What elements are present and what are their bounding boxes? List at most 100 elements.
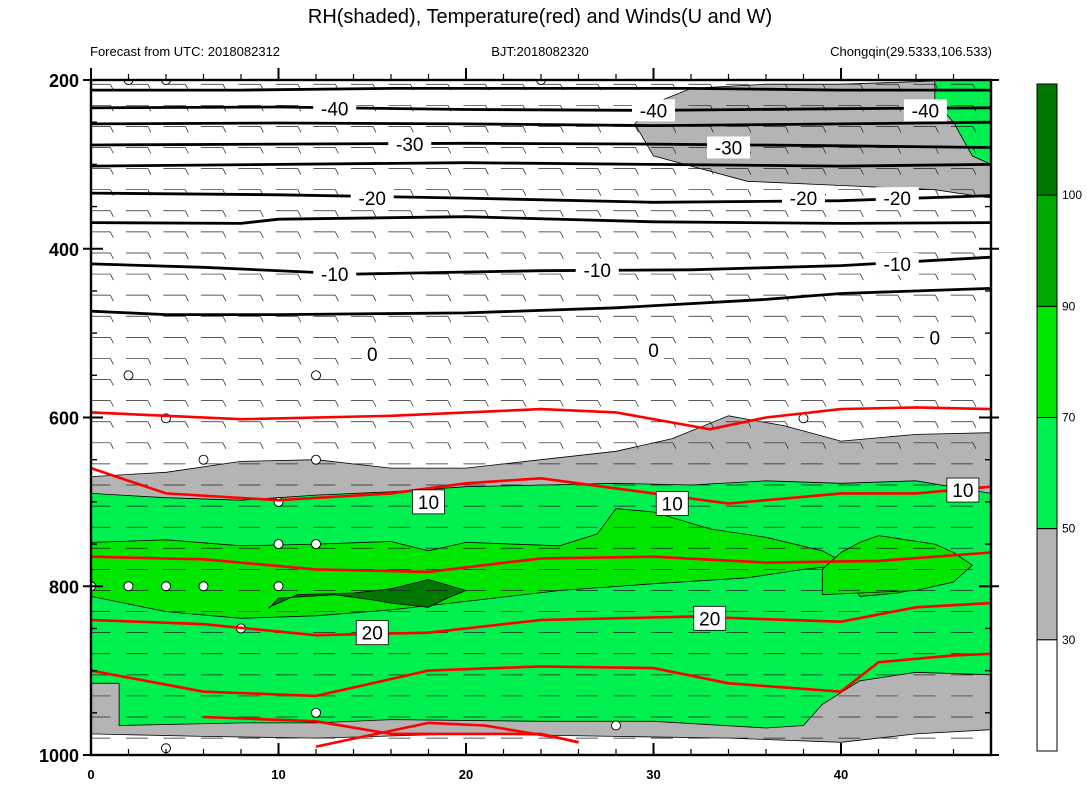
- wind-barb-flag: [185, 294, 189, 302]
- wind-barb-flag: [335, 168, 339, 175]
- wind-barb-flag: [335, 358, 339, 365]
- wind-barb-flag: [935, 147, 939, 154]
- wind-barb-flag: [410, 126, 414, 133]
- wind-barb-flag: [935, 379, 939, 386]
- cold-contour-label: -30: [715, 139, 742, 160]
- wind-barb-flag: [447, 252, 452, 260]
- wind-barb-flag: [485, 189, 489, 196]
- colorbar-segment: [1036, 528, 1058, 641]
- wind-barb-flag: [260, 147, 264, 154]
- wind-barb-flag: [297, 442, 302, 449]
- wind-barb-flag: [297, 273, 302, 281]
- temperature-isotherm-line: [91, 551, 991, 574]
- wind-barb-flag: [860, 126, 864, 133]
- wind-barb-flag: [485, 316, 489, 323]
- wind-barb-flag: [447, 294, 452, 302]
- wind-barb-flag: [710, 252, 714, 260]
- wind-barb-flag: [410, 358, 414, 365]
- wind-barb-flag: [972, 168, 977, 175]
- wind-barb-flag: [710, 189, 714, 196]
- calm-wind-marker: [798, 413, 809, 424]
- wind-barb-flag: [297, 379, 302, 386]
- wind-barb-flag: [672, 379, 677, 386]
- cold-contour-label-bg: [707, 136, 750, 159]
- wind-barb-flag: [522, 316, 527, 323]
- cold-contour-label-bg: [575, 258, 619, 281]
- wind-barb-flag: [710, 210, 714, 217]
- wind-barb-flag: [597, 337, 602, 344]
- wind-barb-flag: [297, 126, 302, 133]
- colorbar-segment: [1036, 639, 1058, 752]
- wind-barb-flag: [147, 400, 152, 407]
- wind-barb-flag: [635, 252, 639, 260]
- wind-barb-flag: [597, 126, 602, 133]
- wind-barb-flag: [297, 337, 302, 344]
- wind-barb-flag: [410, 273, 414, 281]
- wind-barb-flag: [447, 273, 452, 281]
- wind-barb-flag: [147, 231, 152, 239]
- wind-barb-flag: [335, 294, 339, 302]
- y-tick-label: 1000: [39, 746, 79, 766]
- colorbar-tick-label: 50: [1062, 522, 1076, 536]
- calm-wind-marker: [611, 720, 621, 731]
- wind-barb-flag: [222, 337, 227, 344]
- wind-barb-flag: [185, 210, 189, 217]
- wind-barb-flag: [860, 147, 864, 154]
- wind-barb-flag: [785, 252, 789, 260]
- wind-barb-flag: [260, 337, 264, 344]
- wind-barb-flag: [860, 294, 864, 302]
- cold-contour-label: 0: [367, 345, 378, 366]
- wind-barb-flag: [110, 379, 114, 386]
- wind-barb-flag: [485, 379, 489, 386]
- wind-barb-flag: [147, 210, 152, 217]
- wind-barb-flag: [822, 358, 827, 365]
- wind-barb-flag: [747, 358, 752, 365]
- wind-barb-flag: [297, 210, 302, 217]
- wind-barb-flag: [972, 231, 977, 239]
- wind-barb-flag: [372, 421, 377, 428]
- wind-barb-flag: [335, 126, 339, 133]
- wind-barb-flag: [560, 379, 564, 386]
- cold-isotherm-line: [91, 215, 991, 225]
- wind-barb-flag: [485, 400, 489, 407]
- wind-barb-flag: [410, 421, 414, 428]
- wind-barb-flag: [710, 337, 714, 344]
- wind-barb-flag: [860, 442, 864, 449]
- wind-barb-flag: [447, 337, 452, 344]
- wind-barb-flag: [935, 189, 939, 196]
- wind-barb-flag: [222, 168, 227, 175]
- cold-isotherm-line: [91, 287, 991, 317]
- wind-barb-flag: [522, 358, 527, 365]
- wind-barb-flag: [635, 337, 639, 344]
- wind-barb-flag: [972, 421, 977, 428]
- wind-barb-flag: [672, 231, 677, 239]
- wind-barb-flag: [522, 273, 527, 281]
- wind-barb-flag: [260, 252, 264, 260]
- wind-barb-flag: [785, 168, 789, 175]
- wind-barb-flag: [410, 316, 414, 323]
- x-tick-label: 10: [271, 767, 285, 782]
- wind-barb-flag: [110, 442, 114, 449]
- wind-barb-flag: [672, 358, 677, 365]
- cold-contour-label-bg: [875, 187, 919, 210]
- wind-barb-flag: [260, 358, 264, 365]
- temperature-isotherm-line: [91, 406, 991, 431]
- cold-contour-label: -20: [790, 189, 817, 210]
- cold-contour-label-bg: [313, 97, 357, 120]
- cold-contour-label: 0: [929, 328, 940, 349]
- wind-barb-flag: [485, 421, 489, 428]
- chart-title: RH(shaded), Temperature(red) and Winds(U…: [308, 6, 772, 28]
- wind-barb-flag: [822, 400, 827, 407]
- wind-barb-flag: [672, 294, 677, 302]
- wind-barb-flag: [447, 316, 452, 323]
- calm-wind-marker: [311, 454, 321, 465]
- wind-barb-flag: [410, 442, 414, 449]
- wind-barb-flag: [597, 358, 602, 365]
- wind-barb-flag: [297, 168, 302, 175]
- wind-barb-flag: [822, 168, 827, 175]
- wind-barb-flag: [822, 273, 827, 281]
- calm-wind-marker: [123, 370, 134, 381]
- wind-barb-flag: [785, 210, 789, 217]
- wind-barb-flag: [560, 189, 564, 196]
- wind-barb-flag: [110, 273, 114, 281]
